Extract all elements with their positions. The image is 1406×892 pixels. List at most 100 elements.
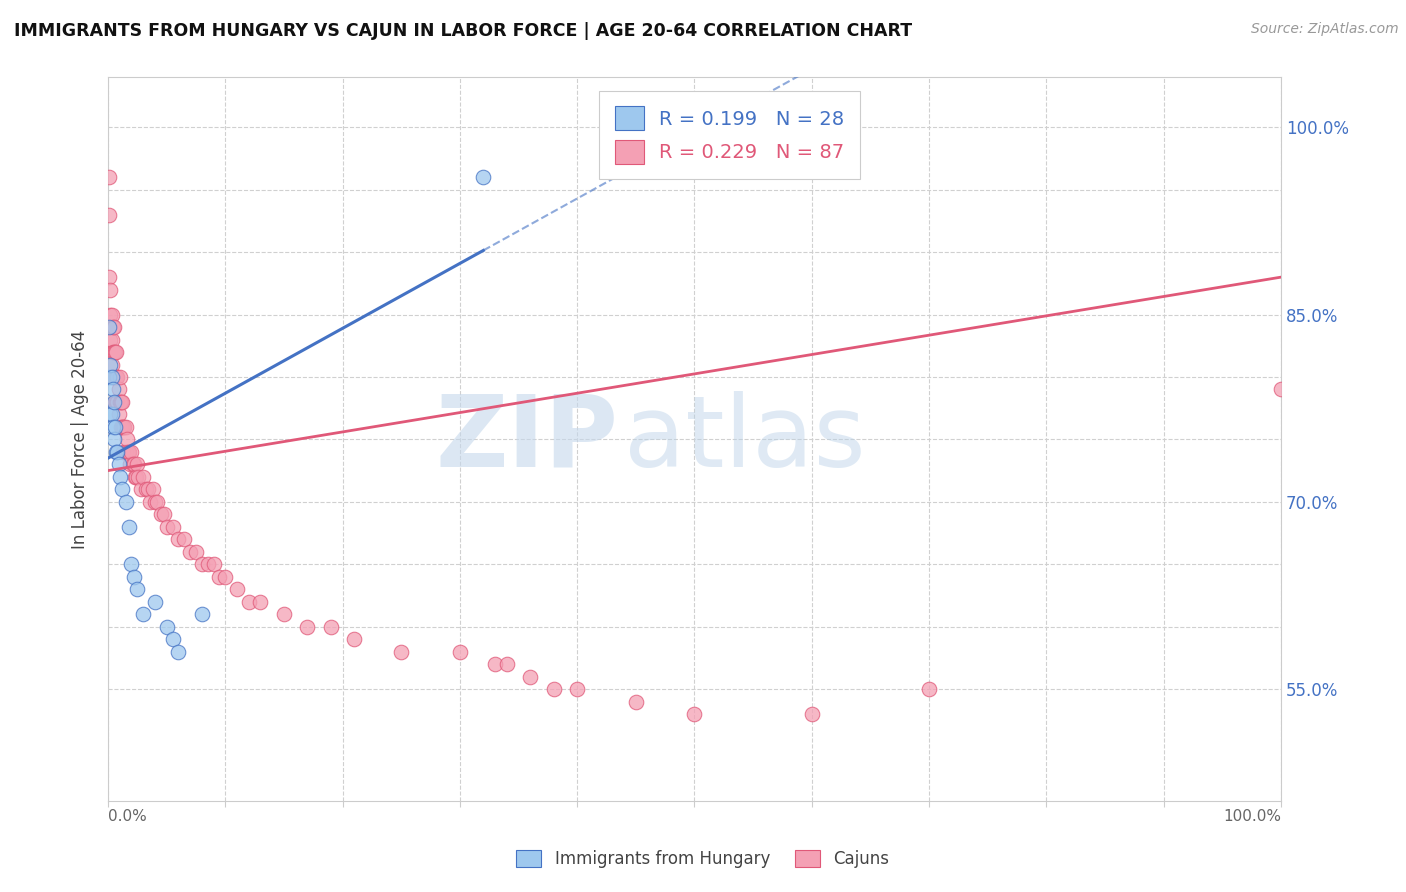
Point [389,644,412,658]
Point [118,445,141,459]
Point [135,483,157,497]
Point [98,308,121,322]
Point [100,308,122,322]
Text: Source: ZipAtlas.com: Source: ZipAtlas.com [1251,22,1399,37]
Point [167,644,190,658]
Point [120,558,142,572]
Point [105,370,128,384]
Point [918,681,941,696]
Point [120,445,142,459]
Point [104,345,127,359]
Legend: R = 0.199   N = 28, R = 0.229   N = 87: R = 0.199 N = 28, R = 0.229 N = 87 [599,91,860,179]
Point [120,458,142,472]
Point [100,358,122,372]
Point [167,533,190,547]
Point [110,395,132,409]
Point [800,706,823,721]
Point [103,345,125,359]
Point [103,395,125,409]
Point [110,420,132,434]
Point [1270,383,1292,397]
Point [191,607,214,622]
Point [107,408,129,422]
Point [624,694,647,708]
Point [103,320,125,334]
Point [103,370,125,384]
Point [121,458,143,472]
Point [191,558,214,572]
Point [543,681,565,696]
Y-axis label: In Labor Force | Age 20-64: In Labor Force | Age 20-64 [72,330,89,549]
Point [112,420,135,434]
Point [105,395,128,409]
Point [122,458,145,472]
Point [100,333,122,347]
Point [105,395,128,409]
Point [107,458,129,472]
Point [104,370,127,384]
Point [129,483,152,497]
Point [125,470,148,484]
Point [484,657,506,671]
Point [122,570,145,584]
Point [98,408,121,422]
Point [132,607,155,622]
Point [114,420,136,434]
Point [132,470,155,484]
Point [101,320,124,334]
Point [173,533,195,547]
Point [118,520,141,534]
Point [127,458,149,472]
Point [108,470,131,484]
Point [100,370,122,384]
Text: atlas: atlas [624,391,866,488]
Point [162,520,184,534]
Point [104,420,127,434]
Point [98,320,121,334]
Point [139,495,162,509]
Point [107,383,129,397]
Point [98,370,121,384]
Point [105,445,128,459]
Point [127,470,149,484]
Point [98,208,121,222]
Point [114,495,136,509]
Point [343,632,366,646]
Point [214,570,236,584]
Point [127,582,149,597]
Point [112,420,135,434]
Text: 0.0%: 0.0% [108,809,146,824]
Point [105,370,128,384]
Text: ZIP: ZIP [436,391,619,488]
Point [297,620,319,634]
Point [495,657,517,671]
Point [208,570,231,584]
Point [98,170,121,185]
Point [249,595,271,609]
Point [100,408,122,422]
Point [104,395,127,409]
Point [108,370,131,384]
Point [98,283,121,297]
Point [101,345,124,359]
Point [519,669,541,683]
Text: 100.0%: 100.0% [1223,809,1281,824]
Point [156,520,179,534]
Point [202,558,225,572]
Point [683,706,706,721]
Point [105,445,128,459]
Point [111,483,134,497]
Point [101,420,124,434]
Point [184,545,207,559]
Point [472,170,495,185]
Legend: Immigrants from Hungary, Cajuns: Immigrants from Hungary, Cajuns [510,843,896,875]
Point [156,620,179,634]
Text: IMMIGRANTS FROM HUNGARY VS CAJUN IN LABOR FORCE | AGE 20-64 CORRELATION CHART: IMMIGRANTS FROM HUNGARY VS CAJUN IN LABO… [14,22,912,40]
Point [98,333,121,347]
Point [124,470,146,484]
Point [101,370,124,384]
Point [273,607,295,622]
Point [153,508,176,522]
Point [197,558,219,572]
Point [238,595,260,609]
